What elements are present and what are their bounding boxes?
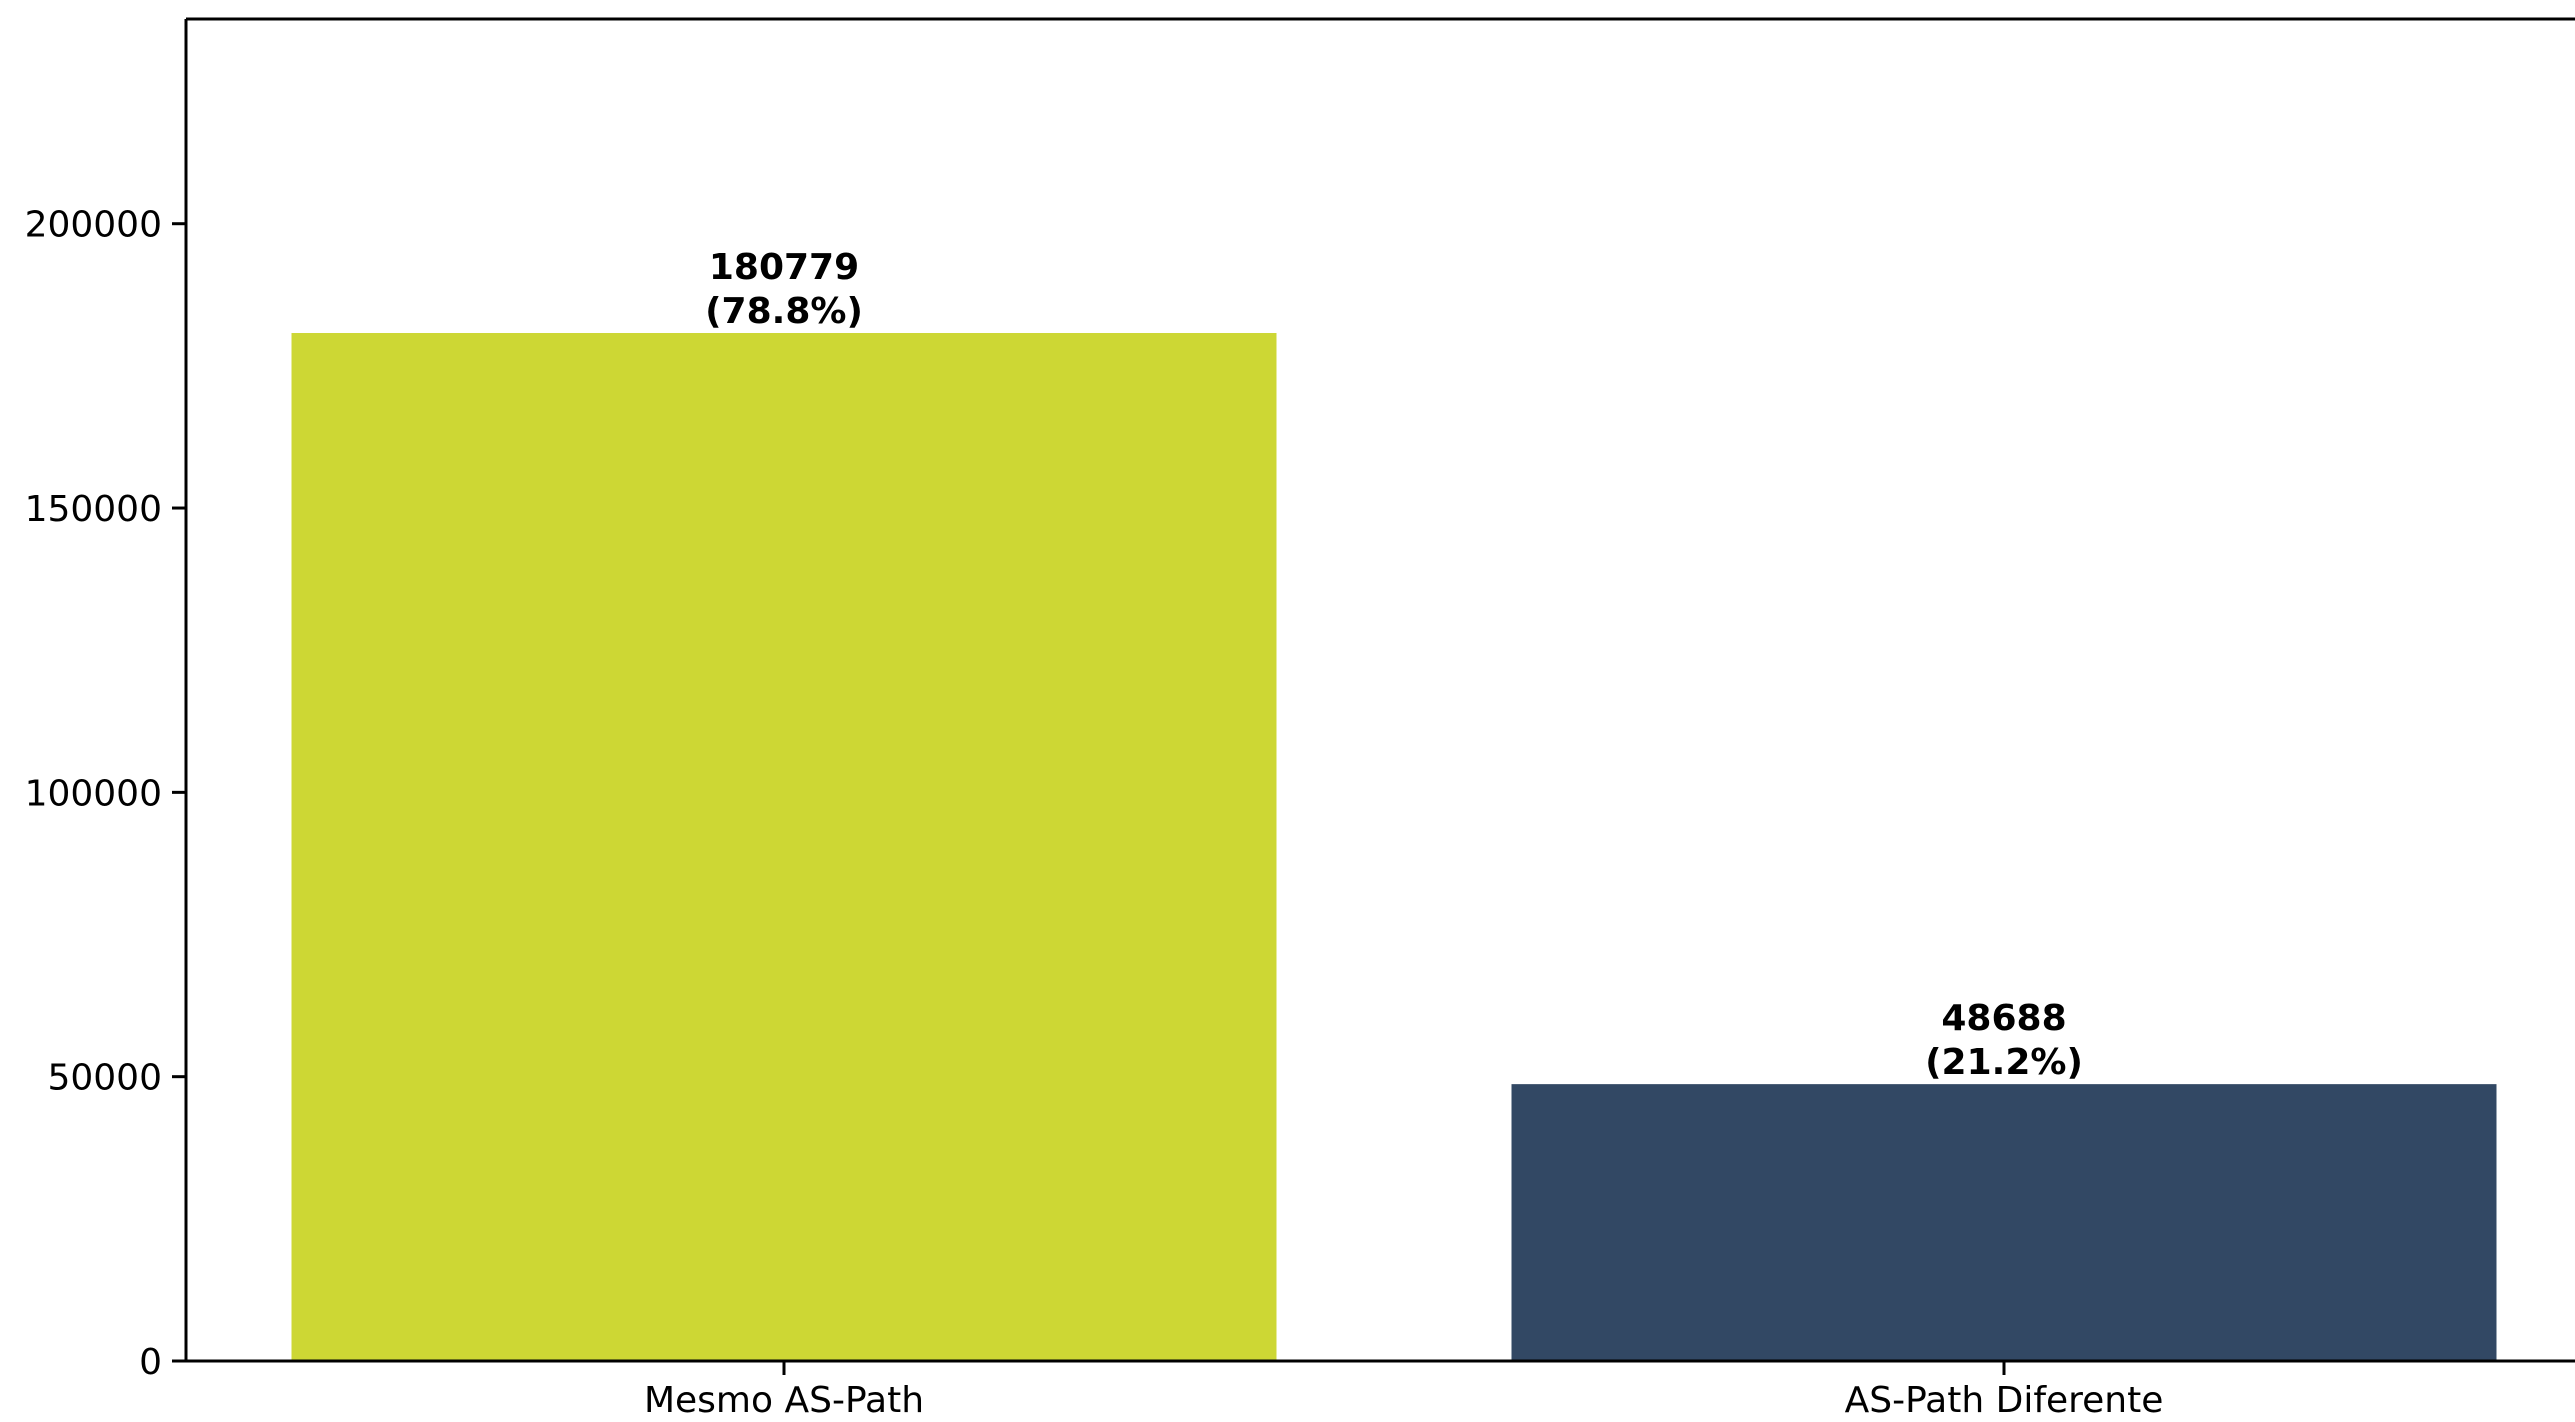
x-tick-label: Mesmo AS-Path: [644, 1380, 924, 1421]
y-tick-label: 200000: [25, 205, 162, 246]
data-label-value: 48688: [1941, 998, 2066, 1039]
data-labels-group: 180779(78.8%) 48688(21.2%): [705, 247, 2083, 1083]
y-axis: 0 50000 100000 150000 200000: [25, 205, 186, 1383]
data-label-percent: (78.8%): [705, 291, 863, 332]
data-label-percent: (21.2%): [1925, 1042, 2083, 1083]
y-tick-label: 150000: [25, 489, 162, 530]
data-label-value: 180779: [709, 247, 859, 288]
x-axis: Mesmo AS-Path AS-Path Diferente: [644, 1361, 2163, 1421]
y-tick-label: 50000: [47, 1058, 162, 1099]
bar-as-path-diferente: [1511, 1084, 2497, 1361]
bar-mesmo-as-path: [291, 333, 1277, 1361]
y-tick-label: 0: [139, 1342, 162, 1383]
bars-group: [291, 333, 2497, 1361]
x-tick-label: AS-Path Diferente: [1845, 1380, 2164, 1421]
y-tick-label: 100000: [25, 773, 162, 814]
